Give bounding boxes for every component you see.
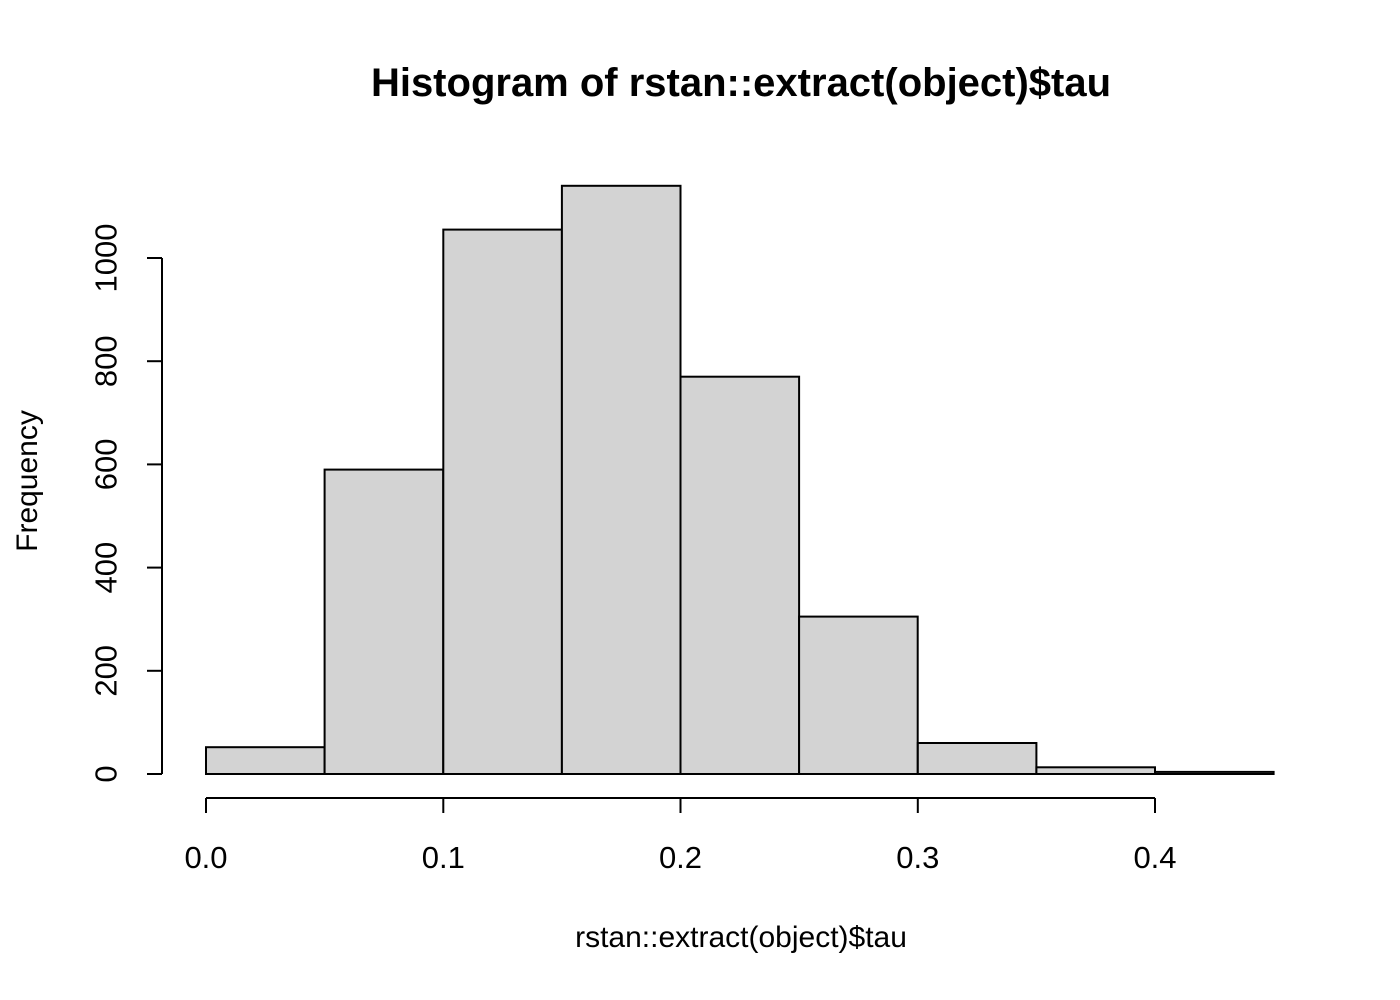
histogram-bar xyxy=(323,468,445,775)
y-tick-label: 0 xyxy=(89,765,124,782)
y-tick-label: 1000 xyxy=(89,224,124,293)
x-tick-label: 0.0 xyxy=(184,840,227,875)
histogram-bar xyxy=(1035,766,1157,775)
histogram-bar xyxy=(1154,770,1275,776)
x-tick-label: 0.2 xyxy=(659,840,702,875)
x-tick-label: 0.1 xyxy=(422,840,465,875)
x-tick-label: 0.3 xyxy=(896,840,939,875)
y-tick-label: 400 xyxy=(89,542,124,594)
histogram-bar xyxy=(679,375,801,775)
y-tick-label: 800 xyxy=(89,335,124,387)
y-tick-label: 200 xyxy=(89,645,124,697)
histogram-bar xyxy=(560,184,682,776)
x-tick-label: 0.4 xyxy=(1133,840,1176,875)
x-axis-label: rstan::extract(object)$tau xyxy=(575,921,907,954)
histogram-bar xyxy=(798,615,919,775)
histogram-bar xyxy=(916,742,1038,775)
chart-title: Histogram of rstan::extract(object)$tau xyxy=(370,61,1112,105)
histogram-bar xyxy=(205,746,326,776)
histogram-bar xyxy=(442,228,563,776)
y-tick-label: 600 xyxy=(89,439,124,491)
